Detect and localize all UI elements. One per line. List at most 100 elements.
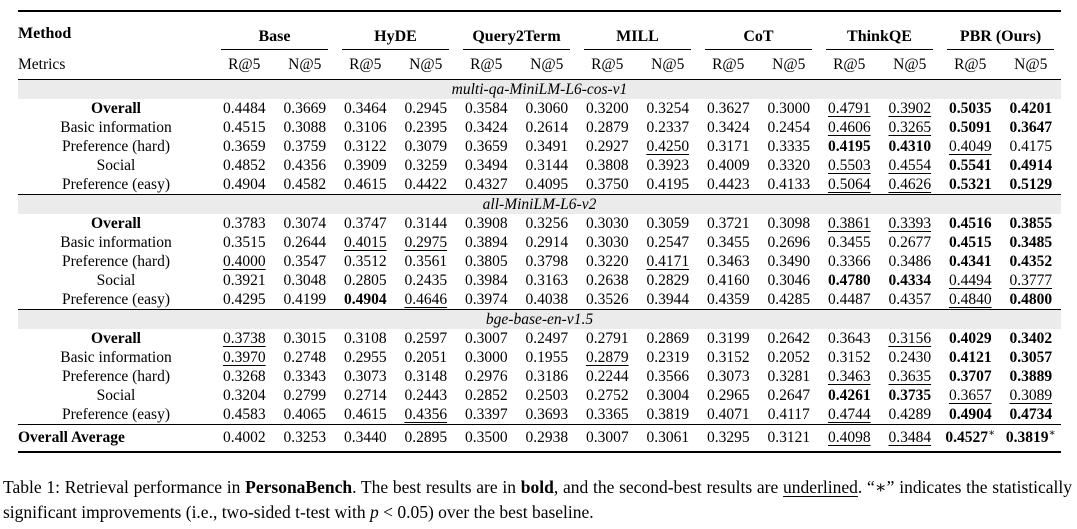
metric-cell: 0.3030 bbox=[585, 215, 629, 232]
metric-cell: 0.3855 bbox=[1009, 215, 1053, 232]
row-label: Preference (easy) bbox=[62, 291, 170, 308]
metric-cell: 0.4195 bbox=[646, 176, 690, 193]
metric-cell: 0.2051 bbox=[404, 349, 448, 366]
metric-cell: 0.3970 bbox=[222, 349, 266, 366]
table-row: Basic information 0.3970 0.2748 0.2955 0.205… bbox=[18, 348, 1061, 367]
metric-cell: 0.4029 bbox=[948, 330, 992, 347]
metric-cell: 0.4009 bbox=[706, 157, 750, 174]
metric-cell: 0.3491 bbox=[525, 138, 569, 155]
metric-cell: 0.3073 bbox=[706, 368, 750, 385]
metric-cell: 0.2503 bbox=[525, 387, 569, 404]
metric-cell: 0.3253 bbox=[283, 429, 327, 446]
metric-cell: 0.5035 bbox=[948, 100, 992, 117]
metric-cell: 0.3889 bbox=[1009, 368, 1053, 385]
metric-cell: 0.2614 bbox=[525, 119, 569, 136]
metric-cell: 0.2244 bbox=[585, 368, 629, 385]
metric-cell: 0.4015 bbox=[343, 234, 387, 251]
metric-cell: 0.3484 bbox=[888, 429, 932, 446]
metric-cell: 0.3366 bbox=[827, 253, 871, 270]
metric-cell: 0.3046 bbox=[767, 272, 811, 289]
table-body: multi-qa-MiniLM-L6-cos-v1 Overall 0.4484 0.… bbox=[18, 79, 1061, 452]
metric-cell: 0.2597 bbox=[404, 330, 448, 347]
metric-cell: 0.4904 bbox=[222, 176, 266, 193]
metric-cell: 0.2927 bbox=[585, 138, 629, 155]
section-title-row: multi-qa-MiniLM-L6-cos-v1 bbox=[18, 79, 1061, 99]
metric-cell: 0.3220 bbox=[585, 253, 629, 270]
metric-cell: 0.3635 bbox=[888, 368, 932, 385]
metric-cell: 0.3343 bbox=[283, 368, 327, 385]
metric-cell: 0.5091 bbox=[948, 119, 992, 136]
metric-r5: R@5 bbox=[833, 55, 866, 73]
metric-cell: 0.3163 bbox=[525, 272, 569, 289]
metric-cell: 0.2454 bbox=[767, 119, 811, 136]
metric-cell: 0.3584 bbox=[464, 100, 508, 117]
metric-cell: 0.4423 bbox=[706, 176, 750, 193]
section-title: multi-qa-MiniLM-L6-cos-v1 bbox=[451, 81, 628, 98]
metric-cell: 0.2644 bbox=[283, 234, 327, 251]
row-label: Social bbox=[96, 272, 136, 289]
metric-cell: 0.2975 bbox=[404, 234, 448, 251]
metric-cell: 0.4484 bbox=[222, 100, 266, 117]
metric-cell: 0.3424 bbox=[464, 119, 508, 136]
metric-cell: 0.4327 bbox=[464, 176, 508, 193]
metric-cell: 0.3759 bbox=[283, 138, 327, 155]
metric-cell: 0.3265 bbox=[888, 119, 932, 136]
metric-cell: 0.3204 bbox=[222, 387, 266, 404]
group-header-base: Base bbox=[214, 11, 335, 50]
metric-cell: 0.4356 bbox=[404, 406, 448, 423]
metric-cell: 0.3923 bbox=[646, 157, 690, 174]
metric-cell: 0.3659 bbox=[222, 138, 266, 155]
table-row: Preference (easy) 0.4904 0.4582 0.4615 0.442… bbox=[18, 175, 1061, 195]
metric-cell: 0.4840 bbox=[948, 291, 992, 308]
row-label: Overall bbox=[91, 330, 141, 347]
metric-cell: 0.4527∗ bbox=[945, 428, 996, 446]
metric-cell: 0.3693 bbox=[525, 406, 569, 423]
metric-cell: 0.3455 bbox=[706, 234, 750, 251]
metric-r5: R@5 bbox=[712, 55, 745, 73]
metric-cell: 0.4744 bbox=[827, 406, 871, 423]
table-row: Overall 0.3738 0.3015 0.3108 0.2597 0.3007 0.2… bbox=[18, 329, 1061, 348]
metric-cell: 0.3000 bbox=[767, 100, 811, 117]
metric-cell: 0.3365 bbox=[585, 406, 629, 423]
metric-cell: 0.3335 bbox=[767, 138, 811, 155]
metric-cell: 0.3777 bbox=[1009, 272, 1053, 289]
group-header-mill: MILL bbox=[577, 11, 698, 50]
metric-cell: 0.3148 bbox=[404, 368, 448, 385]
metric-cell: 0.4516 bbox=[948, 215, 992, 232]
metric-cell: 0.3721 bbox=[706, 215, 750, 232]
metric-cell: 0.3079 bbox=[404, 138, 448, 155]
row-label: Basic information bbox=[60, 234, 172, 251]
metric-cell: 0.4487 bbox=[827, 291, 871, 308]
metric-cell: 0.4175 bbox=[1009, 138, 1053, 155]
row-label: Basic information bbox=[60, 119, 172, 136]
metric-cell: 0.4285 bbox=[767, 291, 811, 308]
caption-segment: . “∗” indicates the statistically signif… bbox=[3, 477, 1072, 522]
metric-cell: 0.2945 bbox=[404, 100, 448, 117]
metric-cell: 0.3463 bbox=[706, 253, 750, 270]
retrieval-results-table: Method Base HyDE Query2Term MILL CoT Thi… bbox=[18, 10, 1061, 453]
row-label: Social bbox=[96, 157, 136, 174]
metric-cell: 0.4310 bbox=[888, 138, 932, 155]
metric-cell: 0.3515 bbox=[222, 234, 266, 251]
caption-segment: underlined bbox=[783, 477, 858, 497]
table-row: Preference (hard) 0.4000 0.3547 0.3512 0.356… bbox=[18, 252, 1061, 271]
metric-cell: 0.4800 bbox=[1009, 291, 1053, 308]
metric-cell: 0.4515 bbox=[948, 234, 992, 251]
metric-cell: 0.4160 bbox=[706, 272, 750, 289]
metric-cell: 0.2337 bbox=[646, 119, 690, 136]
metric-cell: 0.3669 bbox=[283, 100, 327, 117]
caption-segment: PersonaBench bbox=[245, 477, 353, 497]
table-header: Method Base HyDE Query2Term MILL CoT Thi… bbox=[18, 11, 1061, 80]
metric-cell: 0.3490 bbox=[767, 253, 811, 270]
metric-cell: 0.3455 bbox=[827, 234, 871, 251]
metric-cell: 0.3738 bbox=[222, 330, 266, 347]
metric-n5: N@5 bbox=[893, 55, 927, 73]
metric-cell: 0.4065 bbox=[283, 406, 327, 423]
section-title: bge-base-en-v1.5 bbox=[485, 311, 594, 328]
metric-cell: 0.4904 bbox=[343, 291, 387, 308]
group-header-row: Method Base HyDE Query2Term MILL CoT Thi… bbox=[18, 11, 1061, 50]
metric-cell: 0.2895 bbox=[404, 429, 448, 446]
metric-cell: 0.4914 bbox=[1009, 157, 1053, 174]
section-title: all-MiniLM-L6-v2 bbox=[482, 196, 597, 213]
metric-cell: 0.2799 bbox=[283, 387, 327, 404]
